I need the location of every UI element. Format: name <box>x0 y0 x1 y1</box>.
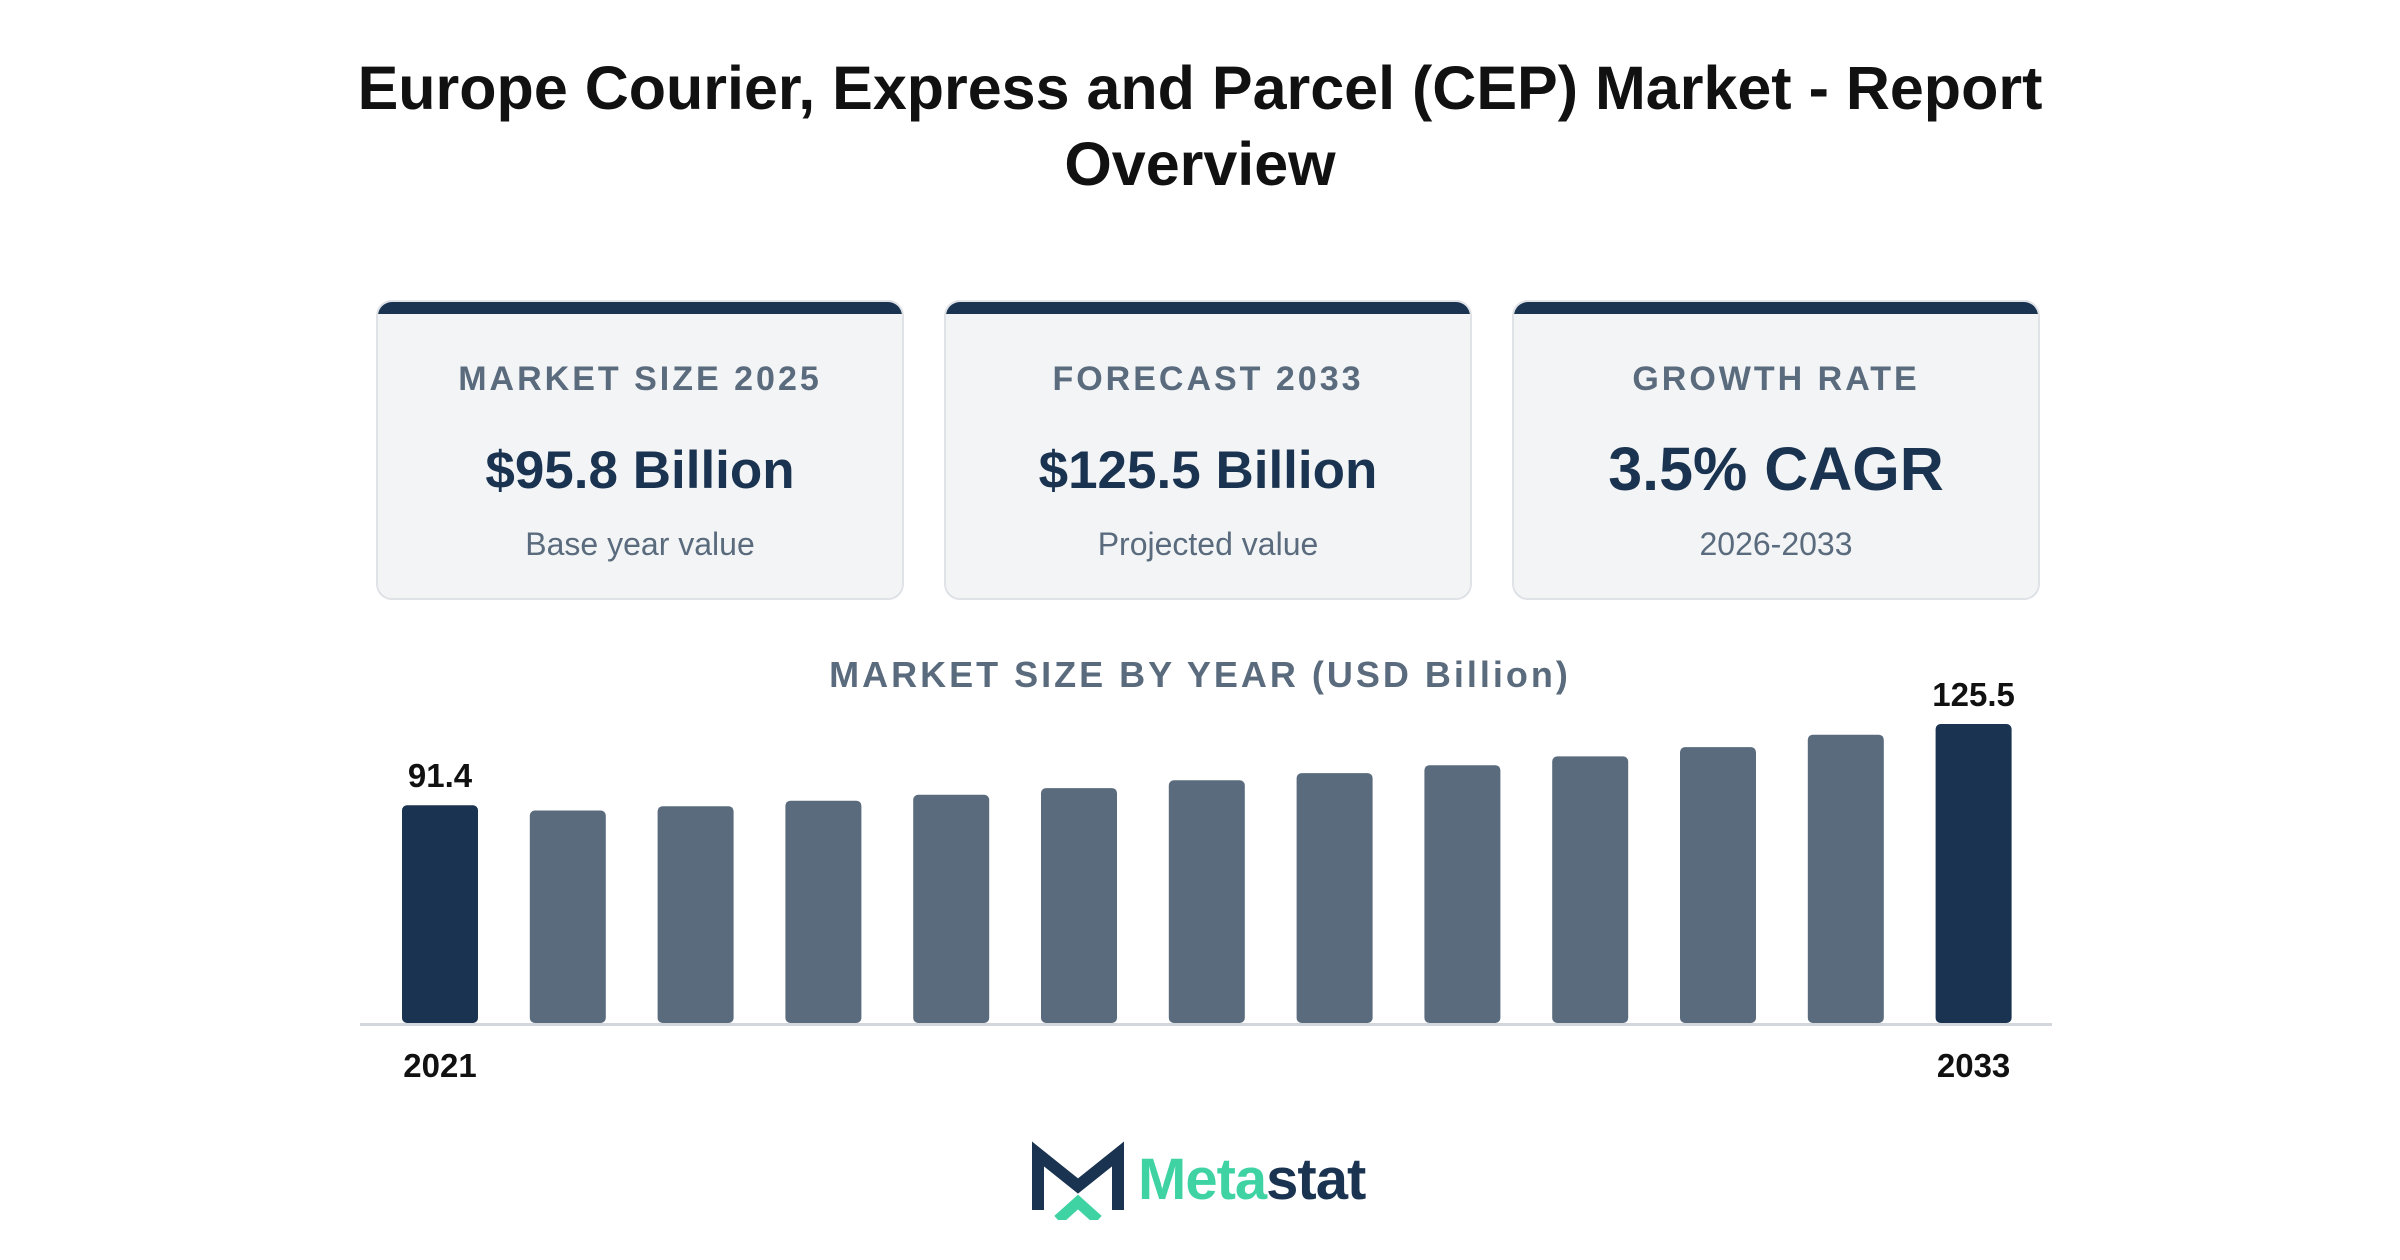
bar-2021 <box>402 805 478 1023</box>
bar-2029 <box>1424 765 1501 1023</box>
bar-2023 <box>657 806 734 1023</box>
card-value: $95.8 Billion <box>485 441 795 500</box>
bar-2027 <box>1168 780 1245 1023</box>
card-accent-bar <box>946 302 1470 314</box>
card-label: MARKET SIZE 2025 <box>458 360 822 398</box>
bar-2033 <box>1935 724 2012 1023</box>
card-subtext: Projected value <box>1097 526 1319 562</box>
data-label-2033: 125.5 <box>1932 676 2015 713</box>
tick-label-2033: 2033 <box>1937 1047 2010 1084</box>
chart-title: MARKET SIZE BY YEAR (USD Billion) <box>829 654 1571 695</box>
bar-2032 <box>1807 734 1884 1023</box>
card-subtext: 2026-2033 <box>1699 526 1853 562</box>
metastat-logo: Metastat <box>1030 1140 1400 1225</box>
card-subtext: Base year value <box>525 526 755 562</box>
card-accent-bar <box>378 302 902 314</box>
bar-2022 <box>529 810 606 1023</box>
page-title: Europe Courier, Express and Parcel (CEP)… <box>357 54 2043 198</box>
card-label: GROWTH RATE <box>1632 360 1920 398</box>
card-value: 3.5% CAGR <box>1608 435 1944 503</box>
bar-2026 <box>1041 788 1117 1023</box>
card-growth-rate: GROWTH RATE 3.5% CAGR 2026-2033 <box>1512 300 2040 600</box>
bar-2028 <box>1296 773 1373 1023</box>
logo-wordmark: Metastat <box>1138 1147 1366 1212</box>
bar-2030 <box>1552 756 1629 1023</box>
metastat-logo-icon <box>1032 1141 1124 1225</box>
card-value: $125.5 Billion <box>1038 441 1378 500</box>
summary-cards: MARKET SIZE 2025 $95.8 Billion Base year… <box>0 300 2400 610</box>
card-accent-bar <box>1514 302 2038 314</box>
card-forecast: FORECAST 2033 $125.5 Billion Projected v… <box>944 300 1472 600</box>
data-label-2021: 91.4 <box>408 757 473 794</box>
card-label: FORECAST 2033 <box>1052 360 1364 398</box>
bar-2031 <box>1680 747 1756 1023</box>
card-market-size: MARKET SIZE 2025 $95.8 Billion Base year… <box>376 300 904 600</box>
bar-2024 <box>785 800 862 1023</box>
tick-label-2021: 2021 <box>403 1047 476 1084</box>
bar-2025 <box>913 794 990 1023</box>
